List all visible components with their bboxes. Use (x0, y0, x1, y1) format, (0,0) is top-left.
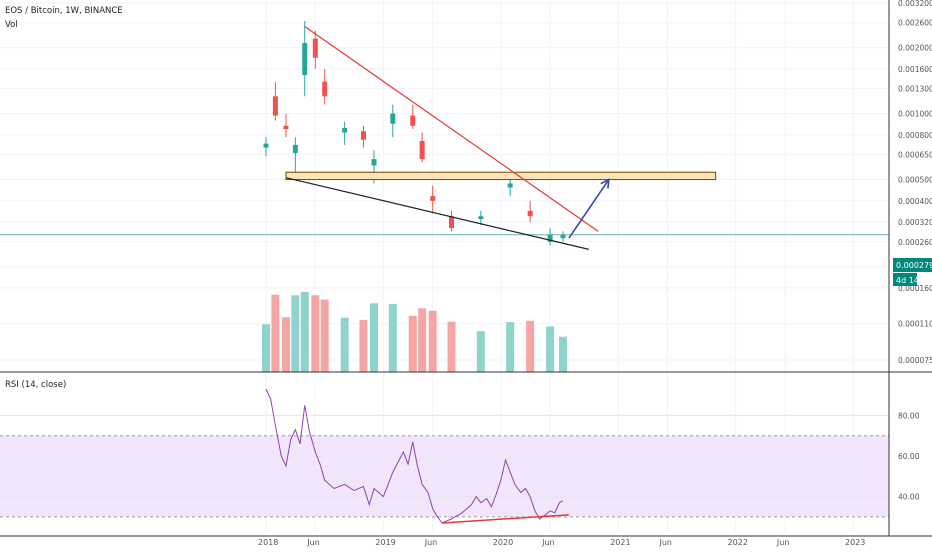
last-price-badge (893, 258, 932, 272)
time-tick-label: Jun (541, 538, 555, 547)
volume-bar (428, 310, 437, 372)
volume-bar (559, 336, 568, 372)
rsi-tick-label: 60.00 (898, 452, 920, 461)
volume-bar (311, 295, 320, 372)
support-trendline (285, 177, 589, 250)
countdown-value: 4d 14h (896, 276, 924, 285)
rsi-layer (0, 388, 889, 524)
volume-bar (447, 321, 456, 372)
candle-body (272, 96, 278, 116)
volume-bar (281, 317, 290, 372)
volume-bar (370, 303, 379, 372)
volume-bar (506, 322, 515, 372)
candle-body (322, 81, 328, 97)
horizontal-zone (285, 171, 717, 181)
volume-bar (526, 320, 535, 372)
rsi-line (265, 388, 564, 524)
time-tick-label: Jun (659, 538, 673, 547)
rsi-band (0, 435, 889, 517)
rsi-divergence-line (442, 514, 569, 524)
volume-label: Vol (5, 20, 18, 30)
candle-layer (263, 20, 566, 246)
candle-body (312, 38, 318, 58)
candle-body (419, 140, 425, 160)
time-tick-label: Jun (776, 538, 790, 547)
volume-bar (340, 317, 349, 372)
candle-body (478, 216, 484, 220)
candle-body (527, 210, 533, 217)
projection-arrow-shaft (568, 179, 610, 239)
candle-body (448, 216, 454, 229)
countdown-badge (893, 273, 917, 286)
candle-body (430, 196, 436, 201)
candle-body (302, 43, 308, 76)
volume-bar (320, 299, 329, 372)
volume-bar (476, 331, 485, 372)
volume-bar (271, 294, 280, 372)
chart-title: EOS / Bitcoin, 1W, BINANCE (5, 6, 123, 16)
time-tick-label: Jun (424, 538, 438, 547)
volume-bar (388, 303, 397, 372)
candle-body (390, 113, 396, 124)
projection-arrow-head (600, 178, 610, 189)
volume-bar (408, 315, 417, 372)
last-price-value: 0.0002799 (896, 261, 932, 270)
resistance-trendline (304, 25, 599, 232)
candle-body (263, 143, 269, 148)
annotation-layer (285, 25, 717, 250)
candle-body (360, 131, 366, 140)
rsi-tick-label: 40.00 (898, 493, 920, 502)
volume-layer (262, 292, 568, 372)
rsi-tick-label: 80.00 (898, 411, 920, 420)
candle-body (283, 125, 289, 130)
volume-bar (300, 292, 309, 372)
time-tick-label: 2018 (258, 538, 278, 547)
time-tick-label: 2023 (845, 538, 865, 547)
time-tick-label: 2022 (728, 538, 748, 547)
volume-bar (291, 295, 300, 372)
candle-body (560, 234, 566, 239)
candle-body (547, 234, 553, 242)
candle-body (507, 183, 513, 188)
time-tick-label: Jun (306, 538, 320, 547)
candle-body (410, 115, 416, 126)
candle-body (292, 144, 298, 154)
candle-body (371, 159, 377, 166)
rsi-title: RSI (14, close) (5, 380, 66, 390)
volume-bar (418, 308, 427, 372)
volume-bar (359, 319, 368, 372)
time-tick-label: 2019 (375, 538, 395, 547)
time-tick-label: 2020 (493, 538, 513, 547)
time-tick-label: 2021 (610, 538, 630, 547)
price-tick-label: 0.0000750 (898, 356, 932, 365)
volume-bar (546, 326, 555, 372)
volume-bar (262, 324, 270, 372)
candle-body (342, 127, 348, 133)
